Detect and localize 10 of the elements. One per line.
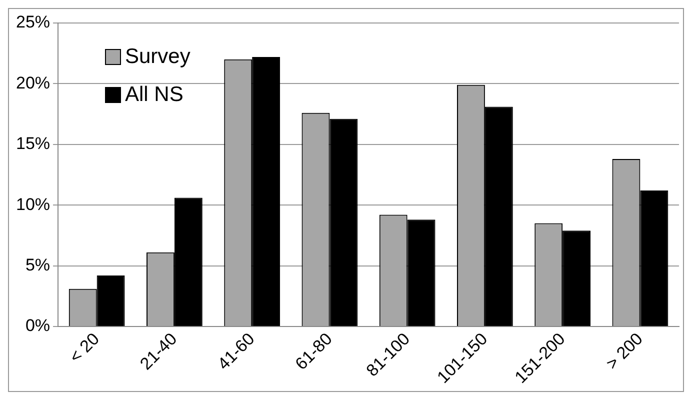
y-tick-label: 20% [16,73,50,92]
legend-label: All NS [125,83,184,107]
y-tick-label: 10% [16,194,50,214]
x-tick-label: < 20 [66,329,103,367]
y-tick-label: 25% [16,12,50,32]
legend-label: Survey [125,45,190,69]
y-tick-label: 15% [16,134,50,154]
x-tick-label: > 200 [602,329,646,374]
y-tick-label: 0% [25,316,50,336]
y-tick-label: 5% [25,255,50,274]
